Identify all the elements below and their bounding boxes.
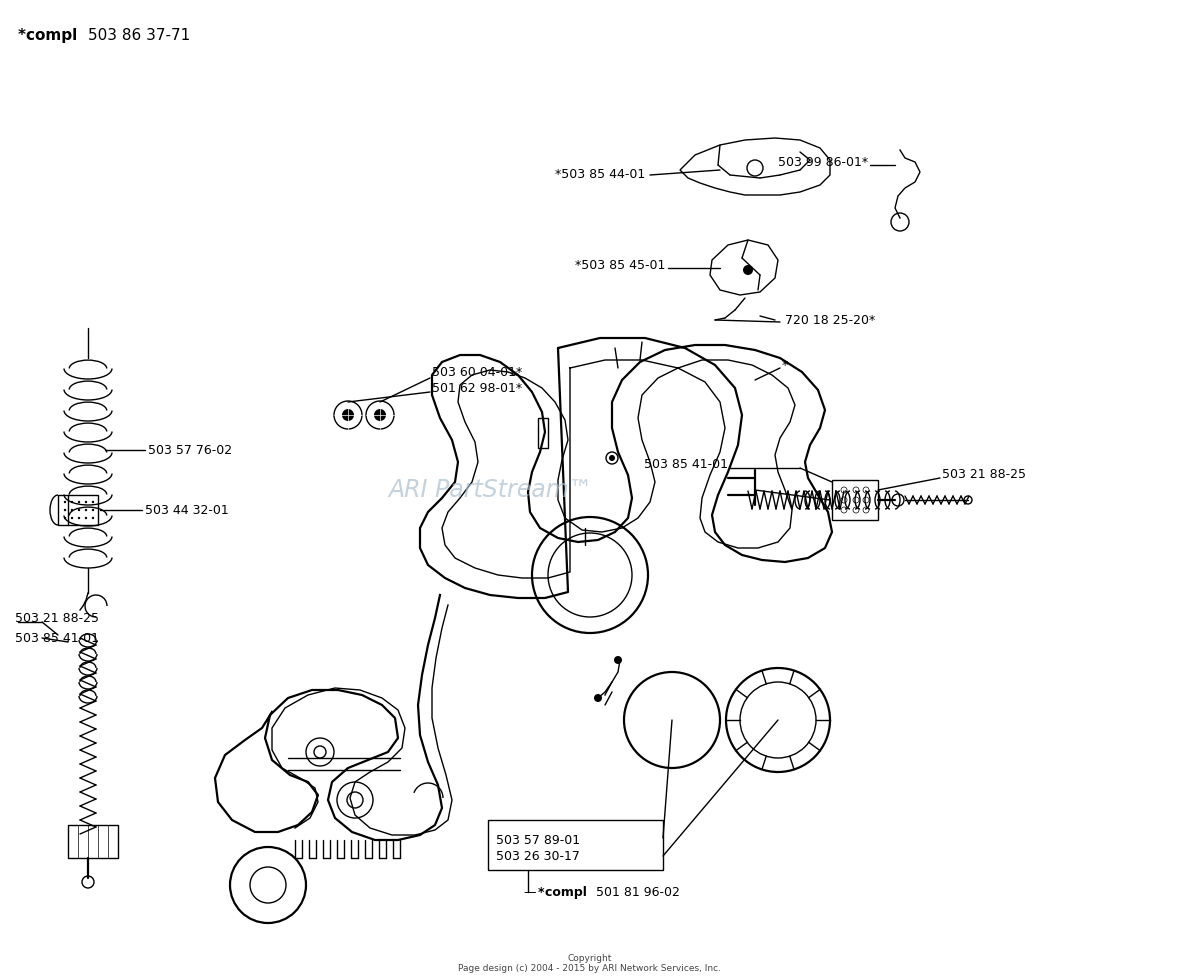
- Text: 720 18 25-20*: 720 18 25-20*: [785, 314, 876, 326]
- Circle shape: [85, 516, 87, 519]
- Text: 503 21 88-25: 503 21 88-25: [15, 612, 99, 624]
- Text: *: *: [538, 886, 544, 899]
- Text: 503 57 76-02: 503 57 76-02: [148, 444, 232, 457]
- Circle shape: [71, 509, 73, 512]
- Circle shape: [85, 501, 87, 503]
- Circle shape: [92, 501, 94, 503]
- Text: Page design (c) 2004 - 2015 by ARI Network Services, Inc.: Page design (c) 2004 - 2015 by ARI Netwo…: [459, 963, 721, 972]
- Text: 501 81 96-02: 501 81 96-02: [596, 886, 680, 899]
- Text: 503 26 30-17: 503 26 30-17: [496, 850, 579, 863]
- Circle shape: [92, 509, 94, 512]
- Text: *503 85 45-01: *503 85 45-01: [575, 259, 666, 271]
- Text: compl: compl: [545, 886, 591, 899]
- Circle shape: [64, 509, 66, 512]
- Text: *503 85 44-01: *503 85 44-01: [555, 169, 645, 181]
- Circle shape: [342, 409, 354, 421]
- Text: Copyright: Copyright: [568, 954, 612, 962]
- Circle shape: [614, 656, 622, 664]
- Text: 503 99 86-01*: 503 99 86-01*: [778, 156, 868, 169]
- Text: 503 85 41-01: 503 85 41-01: [15, 631, 99, 645]
- Text: *: *: [782, 359, 788, 371]
- Text: 503 86 37-71: 503 86 37-71: [88, 28, 190, 43]
- Text: 503 44 32-01: 503 44 32-01: [145, 504, 229, 516]
- Text: ARI PartStream™: ARI PartStream™: [388, 478, 592, 502]
- Circle shape: [743, 265, 753, 275]
- Text: 503 57 89-01: 503 57 89-01: [496, 834, 581, 847]
- Text: —: —: [524, 886, 540, 899]
- Circle shape: [92, 516, 94, 519]
- Circle shape: [64, 516, 66, 519]
- Text: 503 21 88-25: 503 21 88-25: [942, 467, 1025, 480]
- Circle shape: [85, 509, 87, 512]
- Bar: [489, 820, 663, 870]
- Text: 503 85 41-01: 503 85 41-01: [644, 458, 728, 470]
- Circle shape: [609, 455, 615, 461]
- Circle shape: [64, 501, 66, 503]
- Circle shape: [78, 501, 80, 503]
- Circle shape: [71, 501, 73, 503]
- Circle shape: [78, 516, 80, 519]
- Circle shape: [71, 516, 73, 519]
- Circle shape: [374, 409, 386, 421]
- Circle shape: [78, 509, 80, 512]
- Circle shape: [594, 694, 602, 702]
- Text: 501 62 98-01*: 501 62 98-01*: [432, 381, 522, 395]
- Text: *compl: *compl: [18, 28, 83, 43]
- Text: 503 60 04-01*: 503 60 04-01*: [432, 366, 523, 378]
